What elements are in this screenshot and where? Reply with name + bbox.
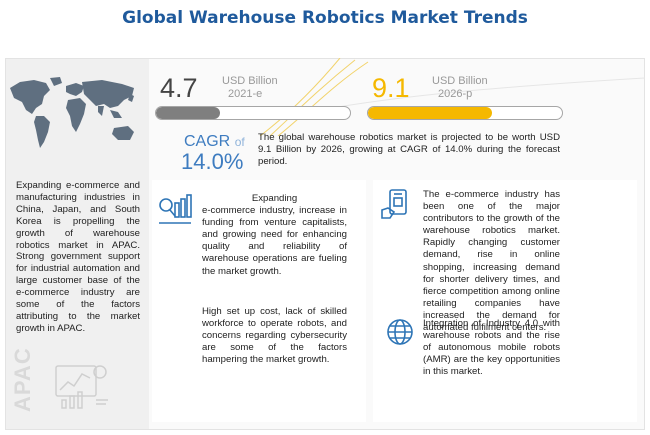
growth-analytics-icon	[159, 194, 192, 224]
globe-icon	[387, 319, 413, 345]
ecommerce-icon	[381, 189, 407, 219]
market-2026-bar-fill	[368, 107, 493, 119]
drivers-text: Expanding e-commerce industry, increase i…	[202, 193, 347, 278]
industry40-text: Integration of Industry 4.0 with warehou…	[423, 318, 560, 378]
cagr-label-text: CAGR	[184, 133, 231, 150]
market-2026-value: 9.1	[372, 73, 410, 103]
market-2026-bar	[367, 106, 563, 120]
drivers-title-word: Expanding	[251, 193, 298, 204]
world-map-icon	[10, 77, 134, 148]
market-2021-unit: USD Billion	[222, 75, 278, 87]
market-2021-value: 4.7	[160, 73, 198, 103]
trends-panel	[373, 180, 637, 422]
cagr-value: 14.0%	[181, 149, 244, 174]
apac-description: Expanding e-commerce and manufacturing i…	[16, 180, 140, 334]
drivers-body: e-commerce industry, increase in funding…	[202, 205, 347, 277]
market-2026-year: 2026-p	[438, 88, 473, 100]
page-title: Global Warehouse Robotics Market Trends	[122, 8, 528, 28]
market-2026-unit: USD Billion	[432, 75, 488, 87]
cagr-of-text: of	[234, 135, 245, 149]
analytics-chart-icon	[55, 365, 108, 409]
restraints-text: High set up cost, lack of skilled workfo…	[202, 306, 347, 366]
cagr-label: CAGR of	[184, 133, 245, 151]
market-2021-bar	[155, 106, 351, 120]
drivers-restraints-panel	[152, 180, 366, 422]
ecommerce-text: The e-commerce industry has been one of …	[423, 189, 560, 334]
market-2021-bar-fill	[156, 107, 221, 119]
apac-label: APAC	[10, 347, 35, 412]
market-2021-year: 2021-e	[228, 88, 263, 100]
cagr-description: The global warehouse robotics market is …	[258, 132, 560, 168]
